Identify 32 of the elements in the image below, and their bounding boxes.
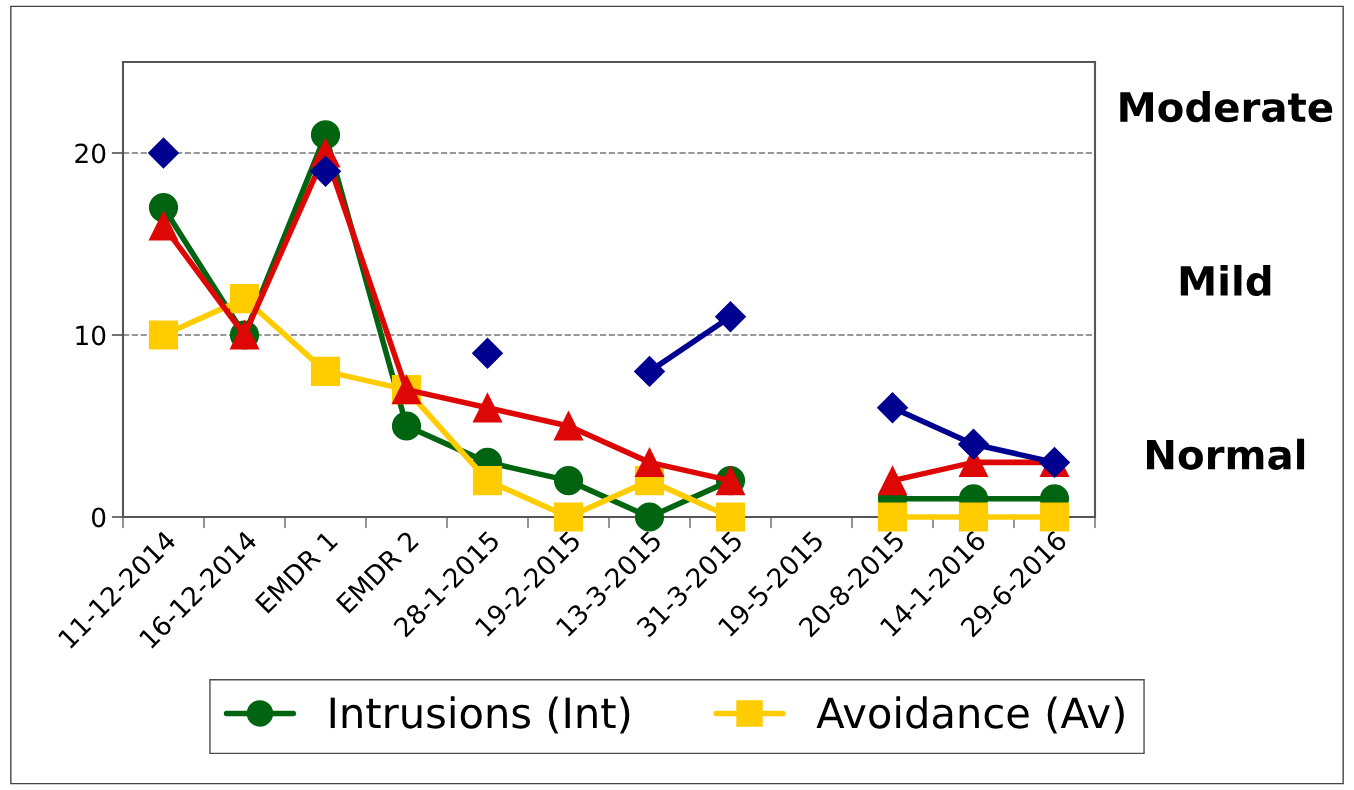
point (958, 502, 989, 532)
point (148, 137, 179, 169)
text: Mild (1180, 264, 1271, 297)
point (634, 447, 665, 477)
y-tick-label: 20 (75, 143, 106, 164)
point (1039, 502, 1070, 532)
point (634, 502, 665, 532)
point (715, 301, 746, 333)
legend-label: Avoidance (Av) (816, 696, 1124, 734)
y-tick-label: 10 (76, 325, 106, 346)
point (391, 411, 422, 441)
point (472, 337, 503, 369)
point (472, 393, 503, 423)
point (310, 356, 341, 386)
y-tick-label: 0 (91, 507, 106, 528)
point (229, 284, 260, 314)
text: Moderate (1120, 91, 1333, 123)
point (634, 355, 665, 387)
point (148, 211, 179, 241)
point (472, 466, 503, 496)
point (553, 466, 584, 496)
point (310, 155, 341, 187)
point (148, 320, 179, 350)
point (553, 502, 584, 532)
point (877, 392, 908, 424)
legend-label: Intrusions (Int) (330, 696, 630, 734)
point (877, 466, 908, 496)
text: Normal (1146, 438, 1305, 470)
point (877, 502, 908, 532)
point (958, 428, 989, 460)
point (553, 411, 584, 441)
point (715, 502, 746, 532)
